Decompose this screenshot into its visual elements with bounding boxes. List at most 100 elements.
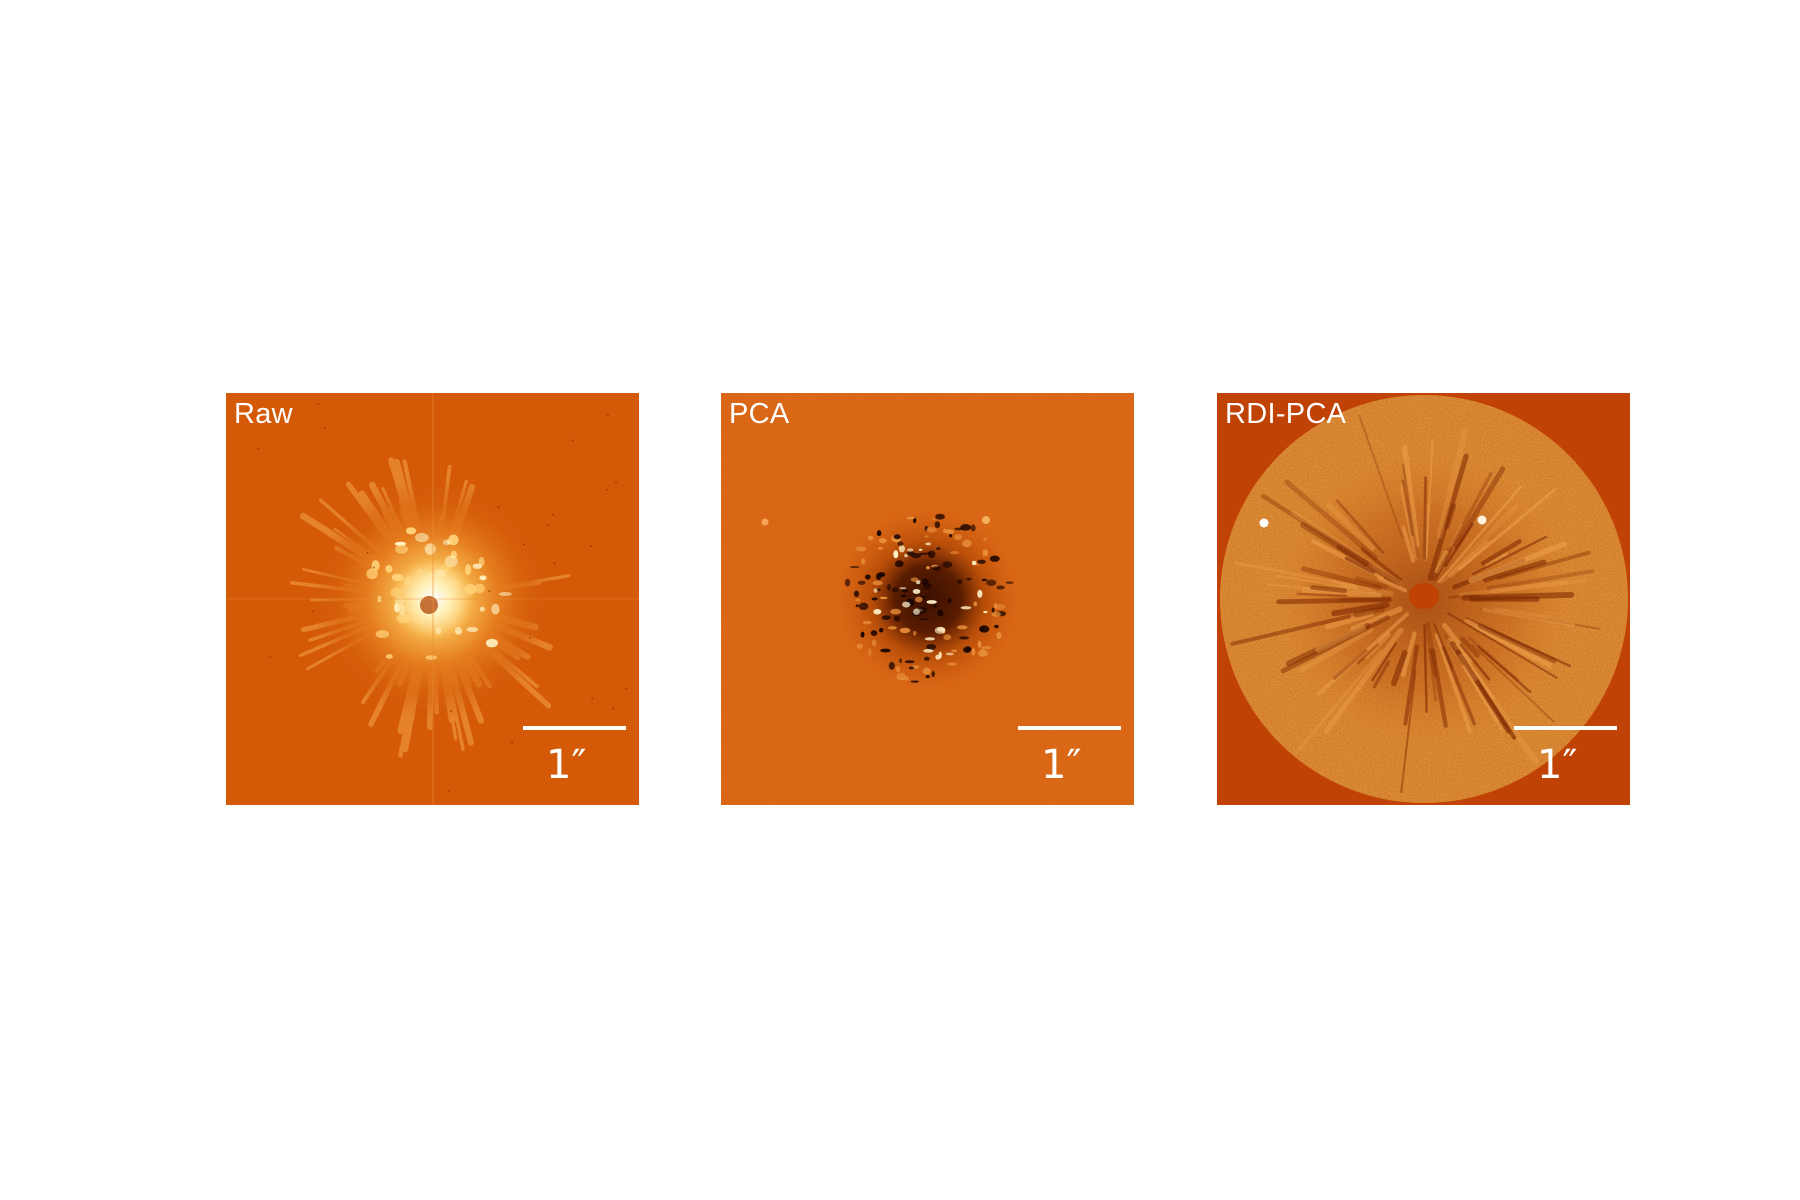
residual-speckle [926, 566, 930, 570]
residual-streak [1434, 633, 1472, 733]
residual-speckle [899, 587, 907, 590]
residual-speckle [904, 660, 915, 664]
residual-streak [1344, 556, 1376, 575]
residual-speckle [908, 666, 915, 670]
scale-bar-label: 1″ [546, 742, 587, 788]
residual-speckle [887, 583, 891, 591]
residual-streak [1300, 566, 1382, 591]
residual-streak [1435, 471, 1493, 576]
speckle [385, 654, 393, 659]
residual-streak [1331, 602, 1390, 617]
residual-streak [1336, 544, 1401, 586]
noise-dot [366, 551, 369, 554]
residual-speckle [912, 589, 921, 595]
noise-dot [372, 566, 375, 569]
residual-streak [1460, 636, 1481, 658]
residual-speckle [862, 620, 872, 625]
residual-speckle [975, 563, 981, 566]
residual-speckle [878, 537, 887, 544]
residual-streak [1480, 607, 1601, 630]
residual-streak [1401, 463, 1419, 559]
noise-dot [311, 610, 314, 613]
residual-streak [1480, 539, 1522, 566]
residual-speckle [844, 578, 851, 587]
residual-speckle [960, 606, 972, 610]
residual-streak [1291, 510, 1402, 586]
residual-speckle [857, 580, 866, 585]
residual-speckle [873, 608, 882, 615]
noise-dot [606, 488, 609, 491]
residual-streak [1453, 466, 1506, 549]
residual-speckle [921, 578, 929, 586]
noise-dot [497, 506, 500, 509]
residual-streak [1230, 614, 1352, 646]
residual-speckle [879, 596, 888, 600]
residual-speckle [984, 549, 988, 557]
noise-dot [547, 524, 550, 527]
residual-speckle [945, 652, 954, 656]
residual-streak [1465, 617, 1572, 668]
residual-speckle [901, 589, 908, 593]
residual-streak [1298, 649, 1383, 751]
residual-speckle [926, 527, 937, 533]
residual-speckle [925, 674, 930, 679]
speckle [385, 564, 393, 573]
residual-speckle [894, 560, 904, 568]
residual-speckle [893, 534, 901, 540]
residual-speckle [1005, 581, 1014, 584]
speckle [465, 564, 472, 575]
residual-speckle [890, 608, 902, 615]
residual-speckle [912, 630, 917, 636]
residual-speckle [922, 667, 931, 675]
residual-speckle [935, 513, 945, 520]
noise-dot [615, 481, 617, 484]
residual-speckle [914, 596, 923, 603]
residual-speckle [868, 535, 874, 541]
residual-speckle [936, 547, 941, 551]
residual-streak [1324, 611, 1374, 630]
residual-speckle [873, 588, 878, 593]
speckle [478, 556, 485, 567]
residual-speckle [853, 590, 860, 598]
residual-speckle [906, 516, 915, 520]
residual-speckle [919, 618, 930, 621]
residual-streak [1442, 646, 1477, 726]
scale-bar [523, 726, 626, 730]
residual-speckle [938, 651, 942, 659]
speckle [473, 583, 485, 594]
residual-streak [1326, 502, 1375, 551]
residual-speckle [923, 649, 934, 653]
residual-streak [1339, 582, 1394, 597]
residual-speckle [979, 649, 986, 657]
noise-dot [511, 741, 514, 744]
noise-dot [590, 545, 593, 548]
pca-residual-image [721, 393, 1134, 805]
residual-speckle [880, 648, 891, 653]
residual-streak [1468, 636, 1519, 681]
residual-streak [1472, 535, 1548, 576]
noise-dot [317, 402, 320, 405]
scale-bar [1018, 726, 1121, 730]
residual-speckle [912, 517, 917, 524]
residual-speckle [983, 610, 988, 614]
residual-speckle [855, 604, 859, 608]
residual-streak [1425, 621, 1438, 677]
residual-streak [1356, 643, 1379, 665]
speckle [491, 603, 500, 615]
residual-speckle [926, 600, 937, 604]
residual-speckle [900, 594, 907, 597]
residual-speckle [849, 565, 860, 569]
noise-dot [488, 590, 491, 592]
residual-speckle [888, 661, 895, 670]
residual-speckle [871, 597, 878, 601]
residual-speckle [907, 548, 914, 552]
noise-dot [257, 447, 260, 450]
speckle [425, 655, 437, 660]
residual-streak [1458, 653, 1478, 681]
residual-streak [1458, 487, 1557, 571]
residual-speckle [900, 676, 910, 681]
residual-streak [1447, 540, 1490, 578]
residual-speckle [931, 670, 935, 678]
residual-speckle [881, 615, 891, 620]
speckle [498, 591, 512, 596]
